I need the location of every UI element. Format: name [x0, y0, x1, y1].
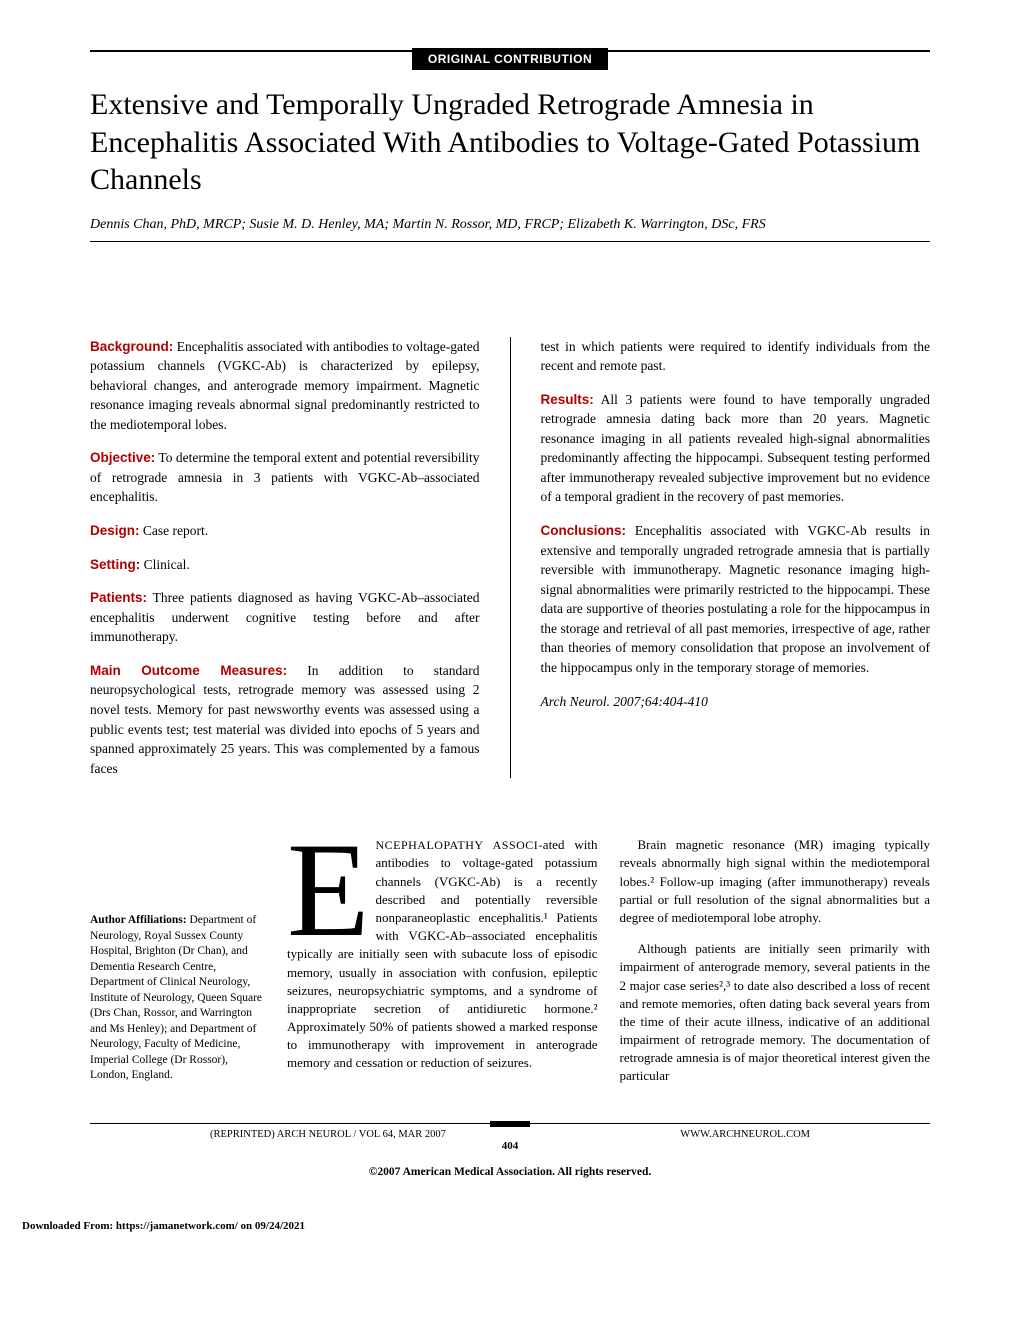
- abs-patients-label: Patients:: [90, 590, 147, 605]
- abs-measures-text: In addition to standard neuropsychologic…: [90, 663, 480, 776]
- body-text: Author Affiliations: Department of Neuro…: [90, 823, 930, 1085]
- section-banner: ORIGINAL CONTRIBUTION: [90, 50, 930, 68]
- citation: Arch Neurol. 2007;64:404-410: [541, 692, 931, 712]
- download-note: Downloaded From: https://jamanetwork.com…: [0, 1208, 1020, 1250]
- abs-measures-cont: test in which patients were required to …: [541, 337, 931, 376]
- abs-setting-label: Setting:: [90, 557, 140, 572]
- author-line: Dennis Chan, PhD, MRCP; Susie M. D. Henl…: [90, 217, 930, 233]
- abs-conclusions-text: Encephalitis associated with VGKC-Ab res…: [541, 523, 931, 675]
- affiliations-text: Department of Neurology, Royal Sussex Co…: [90, 914, 262, 1081]
- abs-objective-label: Objective:: [90, 450, 155, 465]
- abstract: Background: Encephalitis associated with…: [90, 337, 930, 779]
- abs-measures-label: Main Outcome Measures:: [90, 663, 287, 678]
- abs-setting-text: Clinical.: [140, 557, 190, 572]
- body-col2-p2: Although patients are initially seen pri…: [620, 940, 931, 1086]
- abs-design-text: Case report.: [140, 523, 209, 538]
- footer-rule: [90, 1121, 930, 1127]
- abs-design-label: Design:: [90, 523, 140, 538]
- abs-background-label: Background:: [90, 339, 173, 354]
- banner-label: ORIGINAL CONTRIBUTION: [412, 48, 608, 70]
- footer-left: (REPRINTED) ARCH NEUROL / VOL 64, MAR 20…: [210, 1129, 446, 1140]
- drop-cap: E: [287, 836, 369, 947]
- abs-patients-text: Three patients diagnosed as having VGKC-…: [90, 590, 480, 644]
- smallcaps-lead: NCEPHALOPATHY ASSOCI-: [375, 838, 542, 852]
- page-number: 404: [90, 1140, 930, 1152]
- abs-results-text: All 3 patients were found to have tempor…: [541, 392, 931, 505]
- footer-right: WWW.ARCHNEUROL.COM: [680, 1129, 810, 1140]
- abs-conclusions-label: Conclusions:: [541, 523, 627, 538]
- copyright: ©2007 American Medical Association. All …: [90, 1166, 930, 1178]
- abs-results-label: Results:: [541, 392, 594, 407]
- article-title: Extensive and Temporally Ungraded Retrog…: [90, 86, 930, 199]
- affiliations-heading: Author Affiliations:: [90, 914, 187, 926]
- body-col2-p1: Brain magnetic resonance (MR) imaging ty…: [620, 836, 931, 927]
